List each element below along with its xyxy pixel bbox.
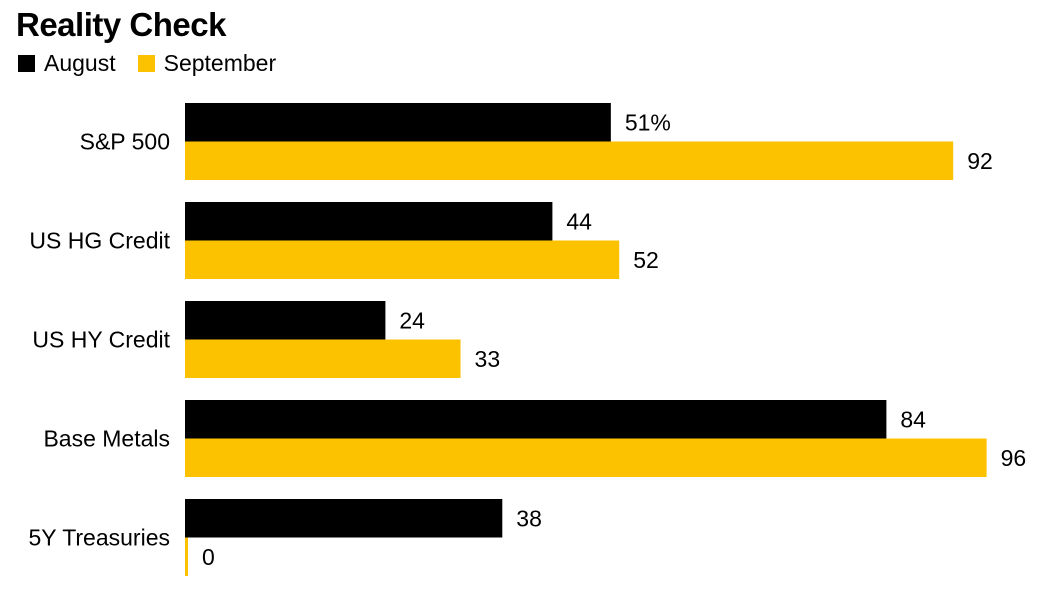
- value-label-august-s-p-500: 51%: [625, 109, 671, 135]
- category-label-us-hg-credit: US HG Credit: [29, 228, 170, 254]
- bar-september-base-metals: [185, 438, 987, 477]
- bar-august-us-hy-credit: [185, 301, 386, 340]
- value-label-august-us-hy-credit: 24: [399, 307, 425, 333]
- value-label-september-us-hg-credit: 52: [633, 247, 659, 273]
- value-label-september-s-p-500: 92: [967, 148, 993, 174]
- legend-swatch-september: [137, 54, 155, 72]
- bar-august-us-hg-credit: [185, 202, 553, 241]
- bar-september-5y-treasuries: [185, 537, 188, 576]
- value-label-september-5y-treasuries: 0: [202, 544, 215, 570]
- legend-swatch-august: [18, 54, 35, 72]
- legend-label-august: August: [44, 49, 116, 76]
- bar-september-s-p-500: [185, 141, 954, 180]
- category-label-5y-treasuries: 5Y Treasuries: [29, 525, 170, 551]
- value-label-september-base-metals: 96: [1001, 445, 1027, 471]
- legend: August September: [18, 49, 298, 77]
- bar-august-base-metals: [185, 400, 887, 439]
- legend-item-september: September: [137, 49, 277, 77]
- value-label-august-base-metals: 84: [900, 406, 926, 432]
- category-label-s-p-500: S&P 500: [80, 129, 170, 155]
- bar-august-5y-treasuries: [185, 499, 503, 538]
- bar-september-us-hy-credit: [185, 339, 461, 378]
- value-label-august-us-hg-credit: 44: [566, 208, 592, 234]
- bar-september-us-hg-credit: [185, 240, 620, 279]
- value-label-august-5y-treasuries: 38: [516, 505, 542, 531]
- legend-item-august: August: [18, 50, 116, 77]
- category-label-us-hy-credit: US HY Credit: [32, 327, 170, 353]
- bar-august-s-p-500: [185, 103, 611, 142]
- chart-title: Reality Check: [16, 6, 226, 43]
- legend-label-september: September: [163, 49, 277, 76]
- value-label-september-us-hy-credit: 33: [475, 346, 501, 372]
- category-label-base-metals: Base Metals: [43, 426, 170, 452]
